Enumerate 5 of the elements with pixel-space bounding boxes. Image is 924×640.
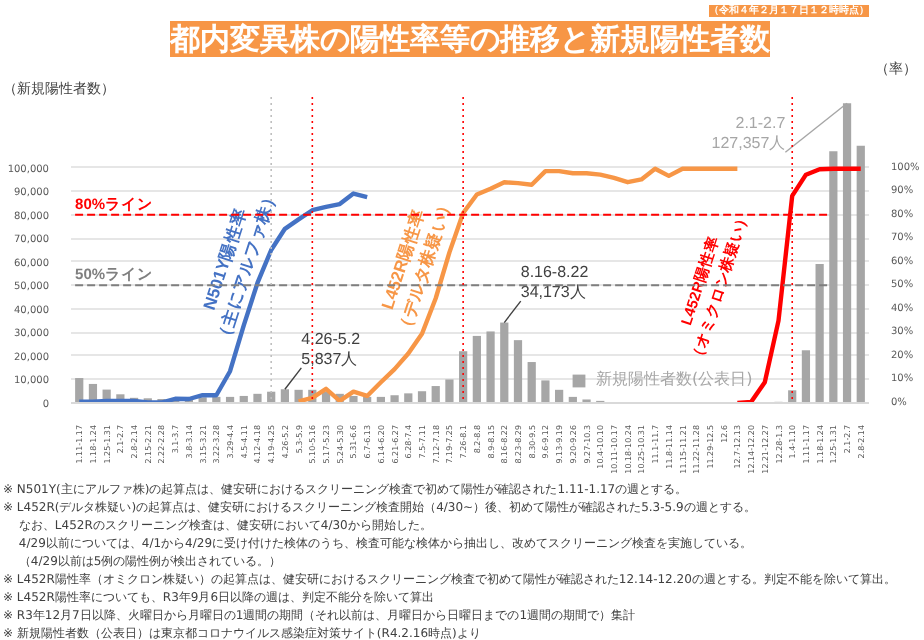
legend-label: 新規陽性者数(公表日) (596, 368, 753, 390)
chart-title: 都内変異株の陽性率等の推移と新規陽性者数 (168, 21, 772, 57)
data-label: 4.26-5.2 5,837人 (301, 330, 362, 368)
data-label: 8.16-8.22 34,173人 (520, 263, 590, 302)
data-label: 2.1-2.7 127,357人 (711, 114, 787, 153)
